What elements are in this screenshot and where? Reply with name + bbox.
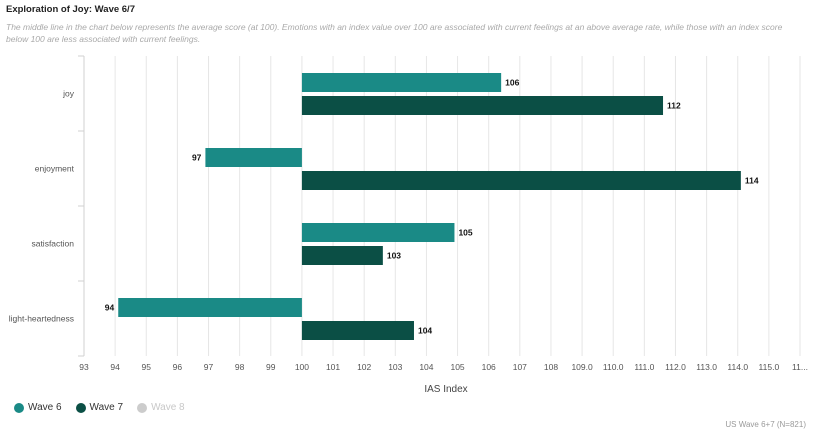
x-tick-label: 113.0	[696, 362, 717, 372]
x-tick-label: 107	[513, 362, 527, 372]
x-tick-label: 109.0	[571, 362, 593, 372]
x-tick-label: 106	[482, 362, 496, 372]
x-tick-label: 97	[204, 362, 214, 372]
bar-value-label: 94	[105, 303, 115, 313]
x-tick-label: 112.0	[665, 362, 686, 372]
legend-swatch-wave-7	[75, 402, 86, 413]
x-tick-label: 110.0	[603, 362, 624, 372]
x-tick-label: 95	[142, 362, 152, 372]
x-tick-label: 98	[235, 362, 245, 372]
bar	[118, 298, 302, 317]
bar-value-label: 112	[667, 101, 681, 111]
bar	[301, 223, 455, 242]
legend-swatch-wave-8	[137, 402, 148, 413]
category-label: joy	[62, 89, 75, 99]
x-tick-label: 114.0	[727, 362, 748, 372]
bar	[301, 73, 502, 92]
x-tick-label: 105	[450, 362, 464, 372]
x-tick-label: 115.0	[759, 362, 780, 372]
x-tick-label: 100	[295, 362, 309, 372]
bar-value-label: 97	[192, 153, 202, 163]
sample-footnote: US Wave 6+7 (N=821)	[725, 420, 806, 429]
chart-subtitle: The middle line in the chart below repre…	[6, 22, 783, 44]
x-tick-label: 96	[173, 362, 183, 372]
x-axis-label: IAS Index	[424, 384, 467, 395]
legend-label-wave-6: Wave 6	[28, 402, 62, 413]
x-tick-label: 101	[326, 362, 340, 372]
legend-label-wave-8: Wave 8	[151, 402, 185, 413]
x-tick-label: 103	[388, 362, 402, 372]
chart-title: Exploration of Joy: Wave 6/7	[6, 4, 135, 15]
bar-chart: joy enjoyment satisfaction light-heartednes…	[9, 55, 808, 395]
bar	[301, 171, 741, 190]
x-tick-label: 104	[419, 362, 433, 372]
x-tick-label: 11...	[792, 362, 808, 372]
legend-item-wave-6[interactable]: Wave 6	[14, 402, 62, 413]
legend-label-wave-7: Wave 7	[89, 402, 124, 413]
bar	[205, 148, 302, 167]
x-tick-label: 93	[79, 362, 89, 372]
x-tick-label: 94	[110, 362, 120, 372]
legend-swatch-wave-6	[14, 402, 24, 413]
bar-value-label: 103	[387, 251, 401, 261]
x-tick-label: 99	[266, 362, 276, 372]
x-tick-label: 102	[357, 362, 371, 372]
bar-value-label: 114	[745, 176, 759, 186]
legend-item-wave-7[interactable]: Wave 7	[75, 402, 124, 413]
legend-item-wave-8[interactable]: Wave 8	[137, 402, 185, 413]
category-label: satisfaction	[31, 239, 74, 249]
category-label: light-heartedness	[9, 314, 74, 324]
bar	[301, 96, 664, 115]
bar-value-label: 105	[458, 228, 472, 238]
x-tick-label: 111.0	[634, 362, 654, 372]
category-label: enjoyment	[35, 164, 75, 174]
bar-value-label: 106	[505, 78, 519, 88]
x-tick-label: 108	[544, 362, 558, 372]
bar	[301, 246, 383, 265]
legend: Wave 6 Wave 7 Wave 8	[14, 402, 185, 413]
bar	[301, 321, 414, 340]
bar-value-label: 104	[418, 326, 432, 336]
